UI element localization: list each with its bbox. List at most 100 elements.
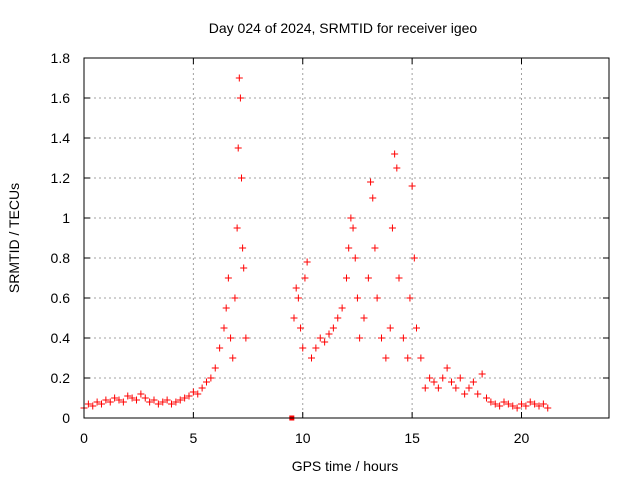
y-tick-label: 1.8 [51,50,71,66]
data-point [159,398,167,406]
data-point [119,398,127,406]
data-point [211,364,219,372]
data-point [163,396,171,404]
data-point [294,294,302,302]
data-point [356,334,364,342]
data-point [408,182,416,190]
data-point [133,396,140,404]
data-point [222,304,230,312]
data-point [234,144,242,152]
data-point [478,370,486,378]
data-point [430,378,438,386]
y-tick-label: 0.8 [51,250,71,266]
data-point [106,398,114,406]
data-point [290,314,298,322]
data-point [535,402,543,410]
data-point [452,384,460,392]
data-point [518,400,525,408]
y-tick-label: 0.2 [51,370,71,386]
data-point [198,384,206,392]
data-point [500,398,508,406]
data-point [115,396,123,404]
data-point [297,324,305,332]
data-point [102,396,110,404]
data-point [176,396,184,404]
data-point [378,334,385,342]
x-tick-label: 20 [514,430,530,446]
x-axis-label: GPS time / hours [292,458,399,474]
data-point [448,378,455,386]
data-point [345,244,353,252]
data-point [325,330,333,338]
data-point [334,314,342,322]
data-point [216,344,224,352]
data-point [93,398,101,406]
data-point [413,324,420,332]
data-point [172,398,180,406]
data-point [236,94,244,102]
y-tick-label: 0.4 [51,330,71,346]
y-tick-label: 0 [62,410,70,426]
data-point [513,404,521,412]
data-point [312,344,320,352]
y-tick-labels: 0 0.2 0.4 0.6 0.8 1 1.2 1.4 1.6 1.8 [51,50,71,426]
data-point [487,398,495,406]
data-point [496,402,504,410]
data-point [338,304,346,312]
data-point [395,274,403,282]
data-point [353,294,361,302]
data-point [141,394,149,402]
y-tick-label: 1 [62,210,70,226]
data-point [526,398,534,406]
data-point [349,224,357,232]
data-point [393,164,401,172]
data-point [491,400,499,408]
x-tick-label: 10 [295,430,311,446]
data-point [369,194,377,202]
data-point [189,388,197,396]
data-point [235,74,243,82]
data-point [439,374,447,382]
data-point [299,344,307,352]
y-tick-label: 1.4 [51,130,71,146]
chart-title: Day 024 of 2024, SRMTID for receiver ige… [209,20,478,36]
data-point [343,274,350,282]
data-point [231,294,239,302]
data-point [410,254,418,262]
data-point [465,384,473,392]
data-point [292,284,300,292]
data-point [316,334,324,342]
data-point [89,402,97,410]
data-point [531,400,539,408]
data-point [522,402,530,410]
data-point [388,224,396,232]
data-point [544,404,552,412]
data-point [404,354,412,362]
data-point [364,274,372,282]
data-point [185,392,193,400]
grid [84,58,609,418]
data-point [220,324,228,332]
data-point [207,374,215,382]
data-point [238,174,245,182]
data-point [124,392,132,400]
axis-ticks [83,57,609,419]
data-point [391,150,399,158]
plot-frame [83,57,610,419]
data-point [483,394,490,402]
x-tick-label: 5 [189,430,197,446]
data-point [181,394,189,402]
data-point [303,258,311,266]
x-tick-label: 15 [404,430,420,446]
data-point [329,324,337,332]
data-point [84,400,92,408]
data-point [371,244,379,252]
data-point [308,354,315,362]
data-point [474,390,482,398]
data-point [242,334,250,342]
data-point [509,402,517,410]
data-point [504,400,512,408]
data-point [154,400,162,408]
data-point [301,274,309,282]
